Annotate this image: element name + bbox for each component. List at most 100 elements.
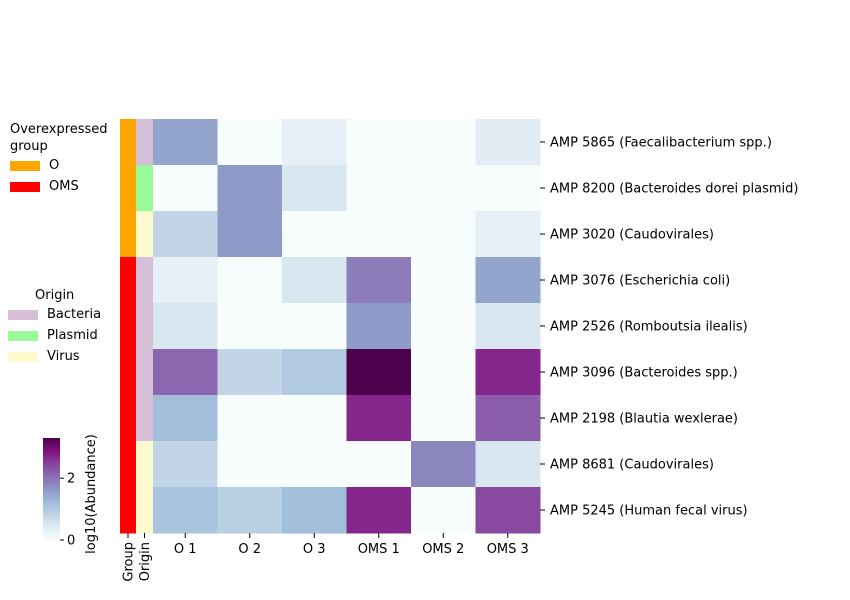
- heatmap-cell: [411, 211, 476, 258]
- origin-strip-cell: [136, 441, 153, 488]
- legend-swatch-plasmid: [8, 331, 38, 342]
- colorbar-label: log10(Abundance): [84, 434, 99, 554]
- heatmap-cell: [346, 257, 412, 304]
- heatmap-cell: [153, 395, 218, 442]
- heatmap-cell: [217, 211, 283, 258]
- column-label-oms-2: OMS 2: [422, 542, 464, 557]
- origin-strip-cell: [136, 487, 153, 534]
- row-label-amp-3096-bacteroides-spp: AMP 3096 (Bacteroides spp.): [550, 366, 738, 381]
- origin-legend-title: Origin: [35, 288, 75, 303]
- heatmap-cell: [217, 441, 283, 488]
- group-legend-item-oms: OMS: [10, 177, 108, 198]
- heatmap-cell: [475, 257, 541, 304]
- annotation-label-origin: Origin: [138, 542, 153, 581]
- heatmap-cell: [153, 303, 218, 350]
- group-strip-cell: [120, 211, 136, 258]
- heatmap-cell: [411, 303, 476, 350]
- heatmap-cell: [411, 257, 476, 304]
- column-label-o-1: O 1: [174, 542, 197, 557]
- group-legend-title-line1: Overexpressed: [10, 122, 108, 137]
- row-label-amp-8681-caudovirales: AMP 8681 (Caudovirales): [550, 458, 714, 473]
- heatmap-cell: [153, 119, 218, 166]
- heatmap-cell: [153, 165, 218, 212]
- heatmap-cell: [217, 165, 283, 212]
- group-strip-cell: [120, 119, 136, 166]
- heatmap-cell: [282, 257, 347, 304]
- heatmap-cell: [282, 349, 347, 396]
- heatmap-cell: [217, 119, 283, 166]
- heatmap-cell: [475, 487, 541, 534]
- heatmap-cell: [475, 441, 541, 488]
- heatmap-cell: [153, 257, 218, 304]
- annotation-label-group: Group: [122, 542, 137, 582]
- legend-label-o: O: [49, 157, 60, 173]
- heatmap-cell: [282, 303, 347, 350]
- colorbar-tick-label: 0: [67, 534, 75, 549]
- column-label-o-2: O 2: [238, 542, 261, 557]
- row-label-amp-3076-escherichia-coli: AMP 3076 (Escherichia coli): [550, 274, 730, 289]
- origin-strip-cell: [136, 211, 153, 258]
- legend-label-bacteria: Bacteria: [47, 306, 102, 322]
- legend-swatch-bacteria: [8, 310, 38, 321]
- heatmap-cell: [411, 119, 476, 166]
- origin-strip-cell: [136, 165, 153, 212]
- heatmap-cell: [282, 211, 347, 258]
- colorbar-gradient: [43, 438, 60, 540]
- row-label-amp-2198-blautia-wexlerae: AMP 2198 (Blautia wexlerae): [550, 412, 738, 427]
- heatmap-cell: [217, 303, 283, 350]
- column-label-oms-3: OMS 3: [487, 542, 529, 557]
- origin-strip-cell: [136, 303, 153, 350]
- heatmap-cell: [153, 211, 218, 258]
- heatmap-cell: [282, 487, 347, 534]
- colorbar-tick-label: 2: [67, 472, 75, 487]
- legend-label-virus: Virus: [47, 348, 80, 364]
- heatmap-cell: [411, 395, 476, 442]
- heatmap-cell: [346, 395, 412, 442]
- heatmap-cell: [475, 395, 541, 442]
- legend-swatch-oms: [10, 182, 40, 193]
- heatmap-cell: [282, 165, 347, 212]
- heatmap-cell: [153, 487, 218, 534]
- group-strip-cell: [120, 441, 136, 488]
- heatmap-cell: [411, 487, 476, 534]
- column-label-o-3: O 3: [303, 542, 326, 557]
- column-label-oms-1: OMS 1: [358, 542, 400, 557]
- heatmap-cell: [411, 441, 476, 488]
- legend-label-oms: OMS: [49, 178, 79, 194]
- heatmap-cell: [282, 441, 347, 488]
- origin-legend: Origin Bacteria Plasmid Virus: [8, 288, 101, 368]
- heatmap-cell: [346, 349, 412, 396]
- heatmap-cell: [346, 119, 412, 166]
- row-labels: AMP 5865 (Faecalibacterium spp.) AMP 8200…: [540, 136, 799, 519]
- group-strip-cell: [120, 349, 136, 396]
- origin-strip-cell: [136, 349, 153, 396]
- heatmap-cell: [346, 211, 412, 258]
- group-legend-item-o: O: [10, 156, 108, 177]
- heatmap-cell: [153, 441, 218, 488]
- heatmap-cells: [153, 119, 541, 534]
- heatmap-cell: [217, 395, 283, 442]
- column-labels: O 1 O 2 O 3 OMS 1 OMS 2 OMS 3 Group Origin: [122, 533, 529, 582]
- heatmap-cell: [217, 349, 283, 396]
- row-label-amp-5245-human-fecal-virus: AMP 5245 (Human fecal virus): [550, 504, 748, 519]
- row-label-amp-2526-romboutsia-ilealis: AMP 2526 (Romboutsia ilealis): [550, 320, 748, 335]
- group-strip-cell: [120, 303, 136, 350]
- group-legend-title-line2: group: [10, 138, 48, 154]
- annotation-strips: [120, 119, 153, 534]
- heatmap-cell: [475, 165, 541, 212]
- row-label-amp-3020-caudovirales: AMP 3020 (Caudovirales): [550, 228, 714, 243]
- legend-label-plasmid: Plasmid: [47, 327, 98, 343]
- origin-legend-item-plasmid: Plasmid: [8, 326, 101, 347]
- heatmap-cell: [153, 349, 218, 396]
- heatmap-cell: [411, 349, 476, 396]
- row-label-amp-5865-faecalibacterium-spp: AMP 5865 (Faecalibacterium spp.): [550, 136, 772, 151]
- group-legend: Overexpressed group O OMS: [10, 122, 108, 198]
- heatmap-cell: [411, 165, 476, 212]
- group-strip-cell: [120, 257, 136, 304]
- legend-swatch-o: [10, 161, 40, 172]
- origin-strip-cell: [136, 257, 153, 304]
- heatmap-cell: [346, 441, 412, 488]
- heatmap-cell: [217, 487, 283, 534]
- heatmap-cell: [475, 211, 541, 258]
